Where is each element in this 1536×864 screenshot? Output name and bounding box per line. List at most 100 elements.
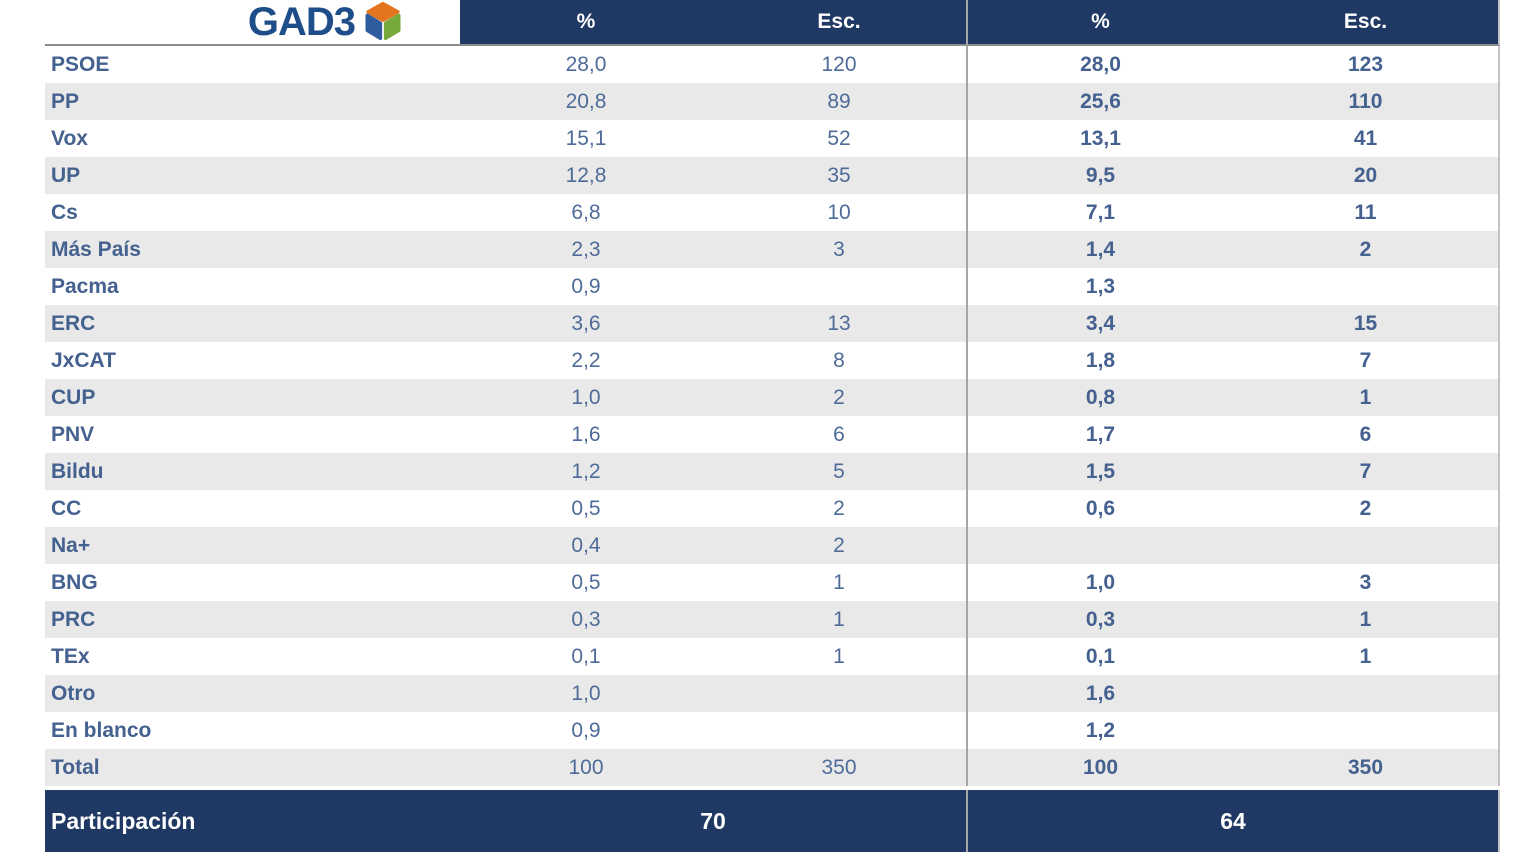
party-name-cell: CC <box>51 497 82 520</box>
pct-left-cell: 28,0 <box>565 53 607 76</box>
pct-right-cell: 13,1 <box>966 120 1233 157</box>
esc-left-cell: 350 <box>821 756 857 779</box>
party-name-cell: Na+ <box>51 534 91 557</box>
table-row: En blanco 0,9 1,2 <box>45 712 1500 749</box>
esc-left-cell: 2 <box>833 497 845 520</box>
esc-left-cell: 3 <box>833 238 845 261</box>
esc-right-cell: 2 <box>1233 490 1500 527</box>
esc-right-cell: 3 <box>1233 564 1500 601</box>
esc-right-cell: 1 <box>1233 638 1500 675</box>
header-pct-left: % <box>460 0 712 46</box>
party-name-cell: Pacma <box>51 275 119 298</box>
table-row: Pacma 0,9 1,3 <box>45 268 1500 305</box>
table-row: BNG 0,5 1 1,0 3 <box>45 564 1500 601</box>
pct-left-cell: 1,2 <box>571 460 601 483</box>
esc-right-cell: 15 <box>1233 305 1500 342</box>
esc-left-cell <box>712 675 966 712</box>
logo-cell: GAD3 <box>45 0 460 46</box>
participation-value-right: 64 <box>966 790 1500 852</box>
party-name-cell: JxCAT <box>51 349 116 372</box>
esc-right-cell <box>1233 268 1500 305</box>
esc-left-cell: 120 <box>821 53 857 76</box>
party-name-cell: Vox <box>51 127 88 150</box>
table-row: ERC 3,6 13 3,4 15 <box>45 305 1500 342</box>
pct-left-cell: 1,0 <box>571 386 601 409</box>
pct-right-cell: 1,6 <box>966 675 1233 712</box>
table-row: Otro 1,0 1,6 <box>45 675 1500 712</box>
esc-right-cell <box>1233 675 1500 712</box>
party-name-cell: UP <box>51 164 81 187</box>
pct-left-cell: 0,9 <box>571 719 601 742</box>
table-row: TEx 0,1 1 0,1 1 <box>45 638 1500 675</box>
party-name-cell: PRC <box>51 608 96 631</box>
pct-right-cell: 100 <box>966 749 1233 786</box>
table-row: CUP 1,0 2 0,8 1 <box>45 379 1500 416</box>
party-name-cell: TEx <box>51 645 90 668</box>
pct-right-cell <box>966 527 1233 564</box>
pct-right-cell: 1,8 <box>966 342 1233 379</box>
pct-right-cell: 9,5 <box>966 157 1233 194</box>
party-name-cell: Otro <box>51 682 96 705</box>
pct-left-cell: 2,3 <box>571 238 601 261</box>
pct-left-cell: 100 <box>568 756 604 779</box>
esc-right-cell: 1 <box>1233 601 1500 638</box>
party-name-cell: BNG <box>51 571 98 594</box>
esc-left-cell: 52 <box>827 127 851 150</box>
pct-right-cell: 0,3 <box>966 601 1233 638</box>
party-name-cell: CUP <box>51 386 96 409</box>
pct-right-cell: 25,6 <box>966 83 1233 120</box>
esc-right-cell: 41 <box>1233 120 1500 157</box>
pct-right-cell: 1,0 <box>966 564 1233 601</box>
pct-right-cell: 7,1 <box>966 194 1233 231</box>
pct-right-cell: 0,6 <box>966 490 1233 527</box>
table-row: Bildu 1,2 5 1,5 7 <box>45 453 1500 490</box>
pct-left-cell: 2,2 <box>571 349 601 372</box>
table-row: CC 0,5 2 0,6 2 <box>45 490 1500 527</box>
results-table: GAD3 % Esc. % Esc. PSOE 28,0 120 28,0 123 PP 2… <box>45 0 1500 852</box>
table-row: Cs 6,8 10 7,1 11 <box>45 194 1500 231</box>
pct-left-cell: 3,6 <box>571 312 601 335</box>
table-row: PSOE 28,0 120 28,0 123 <box>45 46 1500 83</box>
pct-right-cell: 1,4 <box>966 231 1233 268</box>
esc-left-cell <box>712 268 966 305</box>
party-name-cell: Cs <box>51 201 78 224</box>
esc-left-cell: 2 <box>833 386 845 409</box>
table-body: PSOE 28,0 120 28,0 123 PP 20,8 89 25,6 110 Vox 15,1… <box>45 46 1500 786</box>
party-name-cell: Más País <box>51 238 141 261</box>
party-name-cell: PNV <box>51 423 95 446</box>
pct-left-cell: 0,1 <box>571 645 601 668</box>
pct-left-cell: 0,9 <box>571 275 601 298</box>
table-row: Total 100 350 100 350 <box>45 749 1500 786</box>
table-row: UP 12,8 35 9,5 20 <box>45 157 1500 194</box>
participation-row: Participación 70 64 <box>45 790 1500 852</box>
gad3-cube-icon <box>365 1 401 40</box>
pct-right-cell: 0,1 <box>966 638 1233 675</box>
party-name-cell: ERC <box>51 312 96 335</box>
esc-left-cell: 6 <box>833 423 845 446</box>
esc-left-cell <box>712 712 966 749</box>
pct-left-cell: 1,6 <box>571 423 601 446</box>
header-esc-right: Esc. <box>1233 0 1500 46</box>
pct-left-cell: 15,1 <box>565 127 607 150</box>
table-header-row: GAD3 % Esc. % Esc. <box>45 0 1500 46</box>
pct-left-cell: 1,0 <box>571 682 601 705</box>
pct-right-cell: 1,5 <box>966 453 1233 490</box>
pct-left-cell: 20,8 <box>565 90 607 113</box>
pct-right-cell: 1,2 <box>966 712 1233 749</box>
pct-left-cell: 0,3 <box>571 608 601 631</box>
esc-right-cell <box>1233 712 1500 749</box>
esc-left-cell: 1 <box>833 571 845 594</box>
esc-left-cell: 10 <box>827 201 851 224</box>
esc-right-cell: 350 <box>1233 749 1500 786</box>
esc-left-cell: 2 <box>833 534 845 557</box>
pct-left-cell: 6,8 <box>571 201 601 224</box>
esc-right-cell: 7 <box>1233 342 1500 379</box>
pct-right-cell: 3,4 <box>966 305 1233 342</box>
pct-right-cell: 28,0 <box>966 46 1233 83</box>
pct-right-cell: 1,3 <box>966 268 1233 305</box>
participation-value-left: 70 <box>460 790 966 852</box>
esc-left-cell: 1 <box>833 608 845 631</box>
esc-left-cell: 13 <box>827 312 851 335</box>
header-esc-left: Esc. <box>712 0 966 46</box>
